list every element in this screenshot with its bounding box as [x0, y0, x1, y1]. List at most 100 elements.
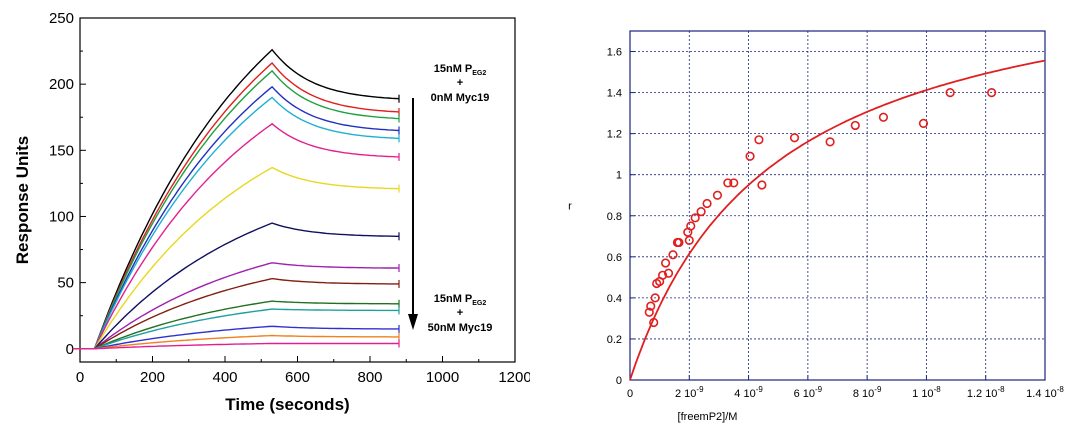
x-tick-label: 1200	[498, 369, 530, 386]
y-tick-label: 50	[57, 275, 74, 292]
data-point	[644, 307, 654, 317]
sensorgram-line	[72, 334, 399, 350]
sensorgram-line	[72, 166, 400, 350]
sensorgram-line	[72, 342, 399, 350]
x-tick-label: 0	[627, 388, 633, 400]
annotation-line3: 0nM Myc19	[431, 92, 490, 104]
concentration-annotation: 15nM PEG2+50nM Myc19	[428, 293, 493, 334]
x-tick-exponent: -8	[997, 385, 1005, 394]
data-point	[723, 178, 733, 188]
x-tick-exponent: -9	[756, 385, 764, 394]
x-tick-label: 400	[212, 369, 237, 386]
data-point	[850, 120, 860, 131]
annotation-prefix: 15nM P	[434, 293, 473, 305]
data-point	[878, 112, 889, 122]
y-tick-label: 150	[49, 142, 74, 159]
x-tick-exponent: -9	[815, 385, 823, 394]
y-tick-label: 0.4	[607, 293, 622, 305]
data-point	[789, 133, 800, 143]
data-point	[987, 87, 997, 98]
y-tick-label: 0	[616, 375, 622, 387]
sensorgram-line	[72, 262, 400, 350]
data-point	[745, 151, 755, 161]
x-tick-mantissa: 1.2 10	[967, 388, 998, 400]
y-tick-label: 100	[49, 208, 74, 225]
concentration-annotation: 15nM PEG2+0nM Myc19	[431, 63, 490, 104]
x-tick-mantissa: 8 10	[853, 388, 874, 400]
x-tick-label: 2 10-9	[675, 385, 704, 400]
concentration-arrow-head	[408, 314, 418, 330]
data-point	[918, 118, 929, 128]
x-tick-mantissa: 0	[627, 388, 633, 400]
sensorgram-line	[72, 61, 400, 350]
data-point	[945, 87, 955, 98]
y-axis-title: Response Units	[13, 136, 32, 264]
data-point	[702, 198, 712, 209]
x-tick-mantissa: 6 10	[794, 388, 815, 400]
plot-frame	[629, 30, 1046, 381]
data-point	[646, 301, 656, 311]
data-point	[757, 180, 767, 190]
y-tick-label: 0	[66, 341, 74, 358]
data-point	[729, 178, 739, 188]
annotation-line1: 15nM PEG2	[434, 293, 487, 307]
y-tick-label: 1.6	[607, 47, 622, 59]
sensorgram-line	[72, 85, 400, 350]
x-tick-label: 6 10-9	[794, 385, 823, 400]
x-tick-label: 8 10-9	[853, 385, 882, 400]
annotation-plus: +	[457, 77, 463, 89]
y-tick-label: 250	[49, 10, 74, 27]
sensorgram-line	[72, 96, 400, 350]
y-tick-label: 1	[616, 170, 622, 182]
data-point	[660, 258, 671, 268]
x-tick-mantissa: 1 10	[912, 388, 933, 400]
x-tick-exponent: -9	[696, 385, 704, 394]
sensorgram-line	[72, 308, 399, 350]
y-tick-label: 200	[49, 76, 74, 93]
sensorgram-line	[72, 277, 399, 350]
data-point	[690, 213, 700, 223]
y-tick-label: 1.2	[607, 129, 622, 141]
x-tick-label: 0	[76, 369, 84, 386]
sensorgram-line	[72, 69, 400, 350]
data-point	[658, 270, 668, 280]
x-tick-label: 1 10-8	[912, 385, 941, 400]
annotation-line1: 15nM PEG2	[434, 63, 487, 77]
sensorgram-line	[72, 300, 399, 350]
fit-curve	[629, 59, 1046, 381]
y-tick-label: 0.8	[607, 211, 622, 223]
x-tick-label: 4 10-9	[734, 385, 763, 400]
y-axis-title: r	[568, 201, 572, 213]
x-tick-mantissa: 4 10	[734, 388, 755, 400]
data-point	[754, 135, 764, 145]
sensorgram-line	[72, 48, 400, 350]
x-tick-exponent: -9	[874, 385, 882, 394]
data-point	[712, 190, 723, 200]
x-tick-mantissa: 1.4 10	[1026, 388, 1057, 400]
data-point	[686, 221, 696, 231]
sensorgram-line	[72, 122, 400, 350]
data-point	[668, 250, 678, 260]
data-point	[696, 207, 706, 217]
data-point	[825, 137, 835, 147]
y-tick-label: 0.6	[607, 252, 622, 264]
x-tick-label: 1.4 10-8	[1026, 385, 1064, 400]
sensorgram-line	[72, 325, 399, 350]
x-tick-mantissa: 2 10	[675, 388, 696, 400]
x-tick-exponent: -8	[934, 385, 942, 394]
data-point	[684, 235, 694, 245]
data-point	[663, 268, 674, 278]
x-tick-label: 800	[357, 369, 382, 386]
annotation-subscript: EG2	[472, 70, 486, 77]
y-tick-label: 0.2	[607, 334, 622, 346]
annotation-subscript: EG2	[472, 300, 486, 307]
annotation-line3: 50nM Myc19	[428, 322, 493, 334]
annotation-prefix: 15nM P	[434, 63, 473, 75]
binding-sensorgram-chart: 0 200 400 600 800 1000 1200 0 50 100 150 200 250 Time…	[13, 10, 530, 414]
data-point	[650, 293, 660, 303]
x-axis-title: Time (seconds)	[225, 395, 349, 414]
y-tick-label: 1.4	[607, 88, 622, 100]
x-tick-label: 1000	[426, 369, 459, 386]
